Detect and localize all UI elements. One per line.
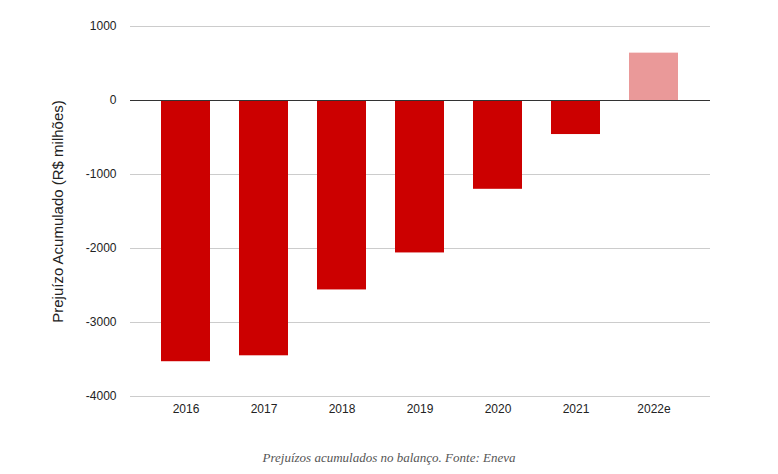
svg-text:-2000: -2000: [86, 241, 117, 255]
svg-text:2021: 2021: [563, 402, 590, 416]
html-text:Prejuízos acumulados no balanç: Prejuízos acumulados no balanço. Fonte: …: [262, 450, 516, 465]
svg-text:2017: 2017: [251, 402, 278, 416]
svg-text:2018: 2018: [329, 402, 356, 416]
svg-text:-4000: -4000: [86, 389, 117, 403]
svg-text:2019: 2019: [407, 402, 434, 416]
svg-text:1000: 1000: [90, 19, 117, 33]
svg-text:-1000: -1000: [86, 167, 117, 181]
svg-text:-3000: -3000: [86, 315, 117, 329]
svg-text:0: 0: [110, 93, 117, 107]
svg-text:Prejuízo Acumulado (R$ milhões: Prejuízo Acumulado (R$ milhões): [49, 100, 66, 323]
svg-text:2022e: 2022e: [637, 402, 671, 416]
svg-text:2016: 2016: [173, 402, 200, 416]
svg-text:2020: 2020: [485, 402, 512, 416]
